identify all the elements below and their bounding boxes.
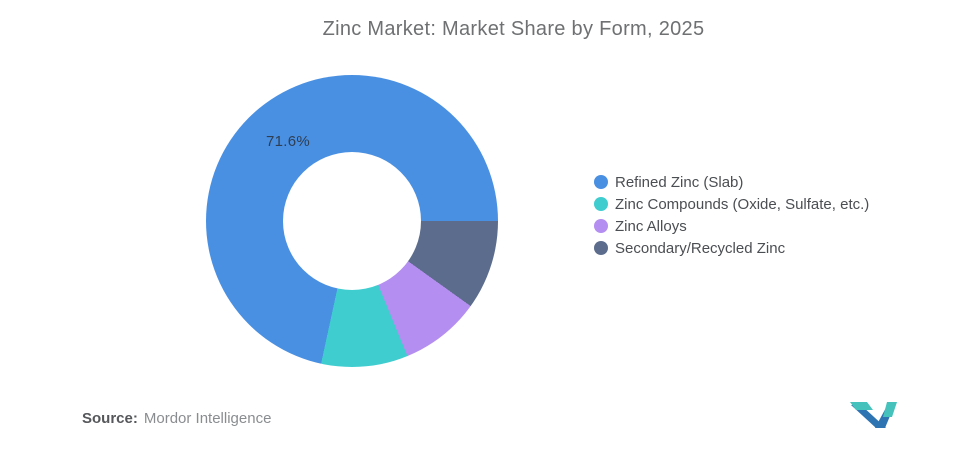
slice-data-label: 71.6% [266, 133, 311, 150]
legend-item-secondary-recycled-zinc[interactable]: Secondary/Recycled Zinc [594, 237, 869, 259]
legend-swatch-icon [594, 219, 608, 233]
source-prefix: Source: [82, 410, 138, 427]
logo-shape [850, 402, 873, 410]
mordor-intelligence-logo [850, 402, 897, 428]
logo-shape [883, 402, 897, 417]
legend-label: Zinc Compounds (Oxide, Sulfate, etc.) [615, 195, 870, 213]
legend-item-zinc-compounds[interactable]: Zinc Compounds (Oxide, Sulfate, etc.) [594, 193, 869, 215]
legend-swatch-icon [594, 175, 608, 189]
legend-item-zinc-alloys[interactable]: Zinc Alloys [594, 215, 869, 237]
source-text: Mordor Intelligence [143, 410, 272, 427]
legend-item-refined-zinc[interactable]: Refined Zinc (Slab) [594, 171, 869, 193]
logo-shape [851, 405, 886, 428]
legend-swatch-icon [594, 241, 608, 255]
source-note: Source: Mordor Intelligence [82, 410, 271, 427]
legend-label: Refined Zinc (Slab) [615, 173, 744, 191]
donut-chart: 71.6% [206, 75, 498, 367]
legend-label: Secondary/Recycled Zinc [615, 239, 786, 257]
legend-label: Zinc Alloys [615, 217, 687, 235]
donut-hole [283, 152, 421, 290]
chart-title: Zinc Market: Market Share by Form, 2025 [322, 18, 705, 40]
legend-swatch-icon [594, 197, 608, 211]
legend: Refined Zinc (Slab) Zinc Compounds (Oxid… [594, 171, 869, 259]
